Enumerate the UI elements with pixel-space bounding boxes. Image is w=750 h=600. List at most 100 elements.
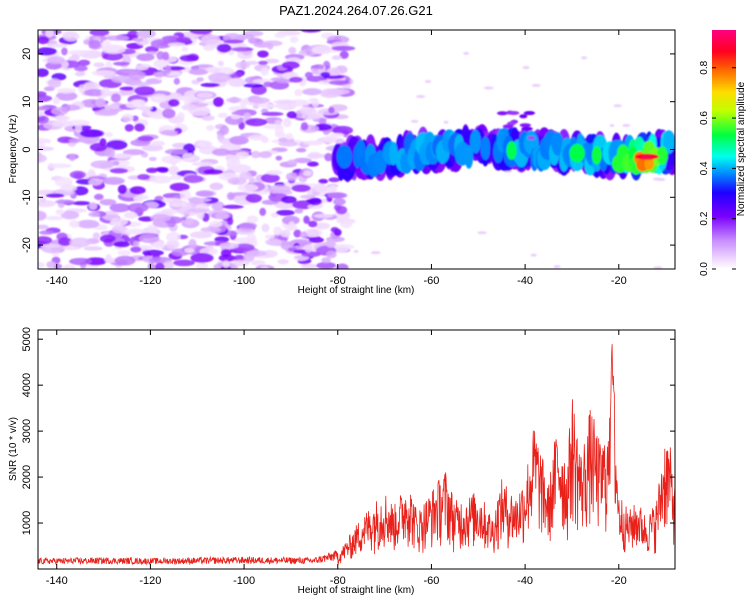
snr-x-tick-label: -140 [46, 575, 68, 587]
spectrogram-cell [303, 140, 324, 146]
snr-y-tick-label: 1000 [21, 511, 33, 535]
snr-x-tick-label: -100 [233, 575, 255, 587]
spectrogram-cell [237, 184, 259, 192]
spectrogram-cell [179, 54, 199, 62]
spectrogram-cell [150, 93, 168, 103]
spectrogram-cell [169, 202, 186, 208]
spectrogram-cell [299, 231, 308, 239]
spectrogram-cell [211, 201, 225, 211]
spectrogram-cell [243, 112, 251, 119]
spectrogram-cell [301, 113, 321, 120]
spectrogram-cell [218, 254, 236, 262]
spectrogram-cell [480, 136, 490, 161]
spectrogram-cell [581, 56, 588, 60]
spectrogram-cell [424, 80, 432, 84]
spectrogram-cell [217, 60, 224, 67]
spectrogram-x-tick-label: -60 [423, 275, 439, 287]
spectrogram-cell [89, 142, 108, 152]
spectrogram-cell [134, 123, 145, 132]
spectrogram-cell [275, 79, 294, 84]
spectrogram-cell [266, 170, 283, 176]
spectrogram-cell [662, 130, 675, 154]
spectrogram-cell [175, 36, 191, 43]
spectrogram-cell [332, 125, 354, 135]
spectrogram-cell [41, 243, 62, 248]
spectrogram-cell [74, 124, 83, 133]
spectrogram-cell [137, 174, 150, 181]
spectrogram-cell [293, 229, 302, 238]
colorbar-tick-label: 0.4 [699, 161, 710, 175]
spectrogram-cell [320, 71, 331, 78]
spectrogram-cell [148, 156, 157, 162]
spectrogram-cell [294, 208, 304, 214]
spectrogram-cell [182, 152, 195, 162]
snr-y-tick-label: 3000 [21, 419, 33, 443]
figure-title: PAZ1.2024.264.07.26.G21 [279, 3, 433, 18]
spectrogram-cell [443, 120, 449, 124]
colorbar-label: Normalized spectral amplitude [736, 81, 747, 216]
spectrogram-cell [591, 145, 602, 165]
spectrogram-cell [162, 108, 176, 119]
spectrogram-cell [134, 86, 155, 96]
spectrogram-cell [274, 103, 290, 109]
spectrogram-cell [214, 212, 229, 220]
spectrogram-y-tick-label: -20 [21, 237, 33, 253]
spectrogram-cell [206, 125, 215, 131]
spectrogram-cell [44, 215, 63, 221]
spectrogram-cell [527, 135, 536, 140]
spectrogram-cell [89, 30, 110, 37]
spectrogram-cell [114, 255, 136, 266]
spectrogram-cell [389, 141, 398, 166]
spectrogram-cell [274, 132, 287, 138]
spectrogram-cell [289, 76, 303, 83]
spectrogram-cell [248, 177, 256, 185]
spectrogram-cell [508, 111, 520, 116]
spectrogram-cell [506, 141, 517, 160]
spectrogram-cell [136, 53, 155, 62]
spectrogram-cell [189, 30, 213, 35]
spectrogram-cell [322, 135, 338, 143]
spectrogram-cell [324, 152, 333, 162]
spectrogram-cell [318, 178, 328, 184]
spectrogram-cell [286, 111, 297, 119]
spectrogram-cell [656, 178, 666, 182]
spectrogram-cell [653, 266, 663, 269]
spectrogram-cell [201, 34, 221, 45]
spectrogram-cell [464, 145, 474, 169]
spectrogram-cell [128, 81, 152, 87]
spectrogram-cell [302, 88, 323, 96]
spectrogram-cell [90, 160, 115, 169]
spectrogram-cell [46, 43, 68, 48]
spectrogram-cell [196, 92, 214, 99]
spectrogram-cell [68, 138, 82, 144]
spectrogram-cell [200, 227, 222, 233]
spectrogram-cell [38, 262, 45, 268]
spectrogram-cell [99, 198, 117, 206]
snr-panel: -140 -120 -100 -80 -60 -40 -20 1000 2000 3000 400… [8, 327, 676, 596]
spectrogram-cell [226, 157, 241, 167]
spectrogram-cell [200, 82, 220, 88]
spectrogram-cell [291, 184, 311, 192]
spectrogram-cell [228, 77, 246, 88]
spectrogram-cell [415, 95, 426, 99]
spectrogram-cell [138, 216, 155, 222]
spectrogram-cell [161, 197, 183, 203]
spectrogram-cell [264, 234, 276, 239]
spectrogram-marks [38, 30, 675, 269]
spectrogram-cell [184, 247, 195, 254]
spectrogram-cell [109, 153, 134, 159]
spectrogram-cell [295, 147, 307, 153]
snr-x-label: Height of straight line (km) [298, 585, 415, 596]
spectrogram-cell [300, 194, 316, 199]
spectrogram-cell [208, 72, 232, 83]
spectrogram-cell [188, 196, 201, 203]
spectrogram-cell [311, 45, 333, 55]
spectrogram-cell [169, 182, 190, 192]
spectrogram-cell [279, 229, 291, 238]
spectrogram-cell [519, 123, 531, 128]
spectrogram-cell [245, 250, 267, 257]
spectrogram-cell [304, 71, 314, 79]
spectrogram-cell [288, 46, 297, 55]
spectrogram-cell [146, 167, 158, 174]
